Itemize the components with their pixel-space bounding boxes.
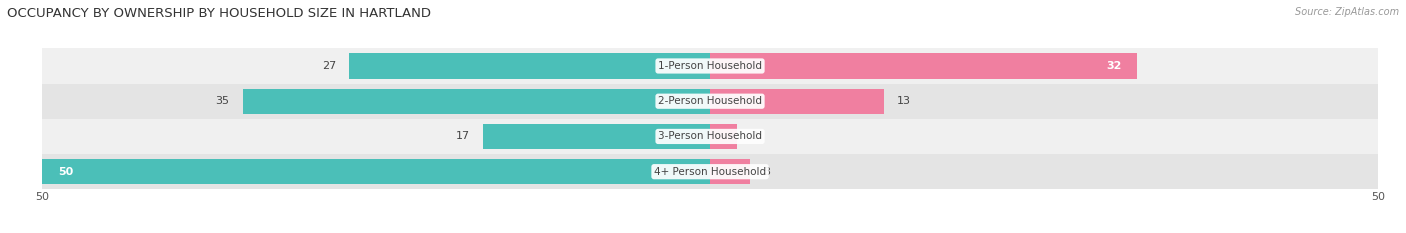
Bar (349, 53, 710, 79)
Bar (242, 89, 710, 114)
Text: Source: ZipAtlas.com: Source: ZipAtlas.com (1295, 7, 1399, 17)
Text: 2: 2 (751, 131, 758, 141)
Bar (710, 159, 751, 184)
Bar (710, 89, 883, 114)
Text: 50: 50 (58, 167, 73, 177)
Text: 13: 13 (897, 96, 911, 106)
Bar (0, 84, 1406, 119)
Text: 17: 17 (456, 131, 470, 141)
Text: 2-Person Household: 2-Person Household (658, 96, 762, 106)
Text: 35: 35 (215, 96, 229, 106)
Text: 3: 3 (763, 167, 770, 177)
Bar (710, 53, 1137, 79)
Text: 32: 32 (1107, 61, 1122, 71)
Text: 1-Person Household: 1-Person Household (658, 61, 762, 71)
Bar (710, 124, 737, 149)
Bar (0, 48, 1406, 84)
Bar (42, 159, 710, 184)
Text: 27: 27 (322, 61, 336, 71)
Bar (0, 119, 1406, 154)
Bar (484, 124, 710, 149)
Text: 3-Person Household: 3-Person Household (658, 131, 762, 141)
Text: OCCUPANCY BY OWNERSHIP BY HOUSEHOLD SIZE IN HARTLAND: OCCUPANCY BY OWNERSHIP BY HOUSEHOLD SIZE… (7, 7, 432, 20)
Text: 4+ Person Household: 4+ Person Household (654, 167, 766, 177)
Bar (0, 154, 1406, 189)
